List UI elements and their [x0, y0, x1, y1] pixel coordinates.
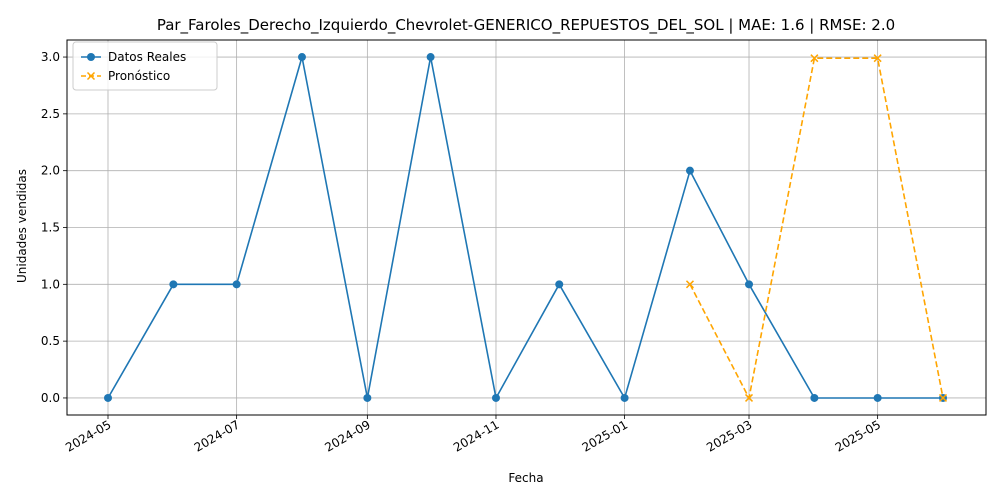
y-tick-label: 2.0 [41, 164, 60, 178]
data-point-datos-reales [297, 53, 306, 62]
legend-marker-pronostico [86, 71, 96, 81]
legend-label-pronostico: Pronóstico [108, 69, 170, 83]
series-layer [104, 53, 948, 402]
data-point-datos-reales [555, 280, 564, 289]
y-tick-label: 2.5 [41, 107, 60, 121]
data-point-datos-reales [426, 53, 435, 62]
data-point-pronostico [873, 54, 882, 63]
data-point-datos-reales [491, 393, 500, 402]
y-axis: 0.0 0.5 1.0 1.5 2.0 2.5 3.0 [41, 50, 67, 405]
legend-box [72, 41, 218, 91]
y-tick-label: 1.0 [41, 277, 60, 291]
series-line-pronostico [689, 57, 944, 399]
data-point-datos-reales [169, 280, 178, 289]
y-tick-label: 3.0 [41, 50, 60, 64]
x-axis-label: Fecha [508, 471, 543, 485]
y-axis-label: Unidades vendidas [15, 169, 29, 283]
chart-title: Par_Faroles_Derecho_Izquierdo_Chevrolet-… [157, 16, 895, 35]
series-line-datos-reales [107, 56, 943, 399]
y-tick-label: 0.0 [41, 391, 60, 405]
data-point-pronostico [938, 393, 948, 402]
legend-label-reales: Datos Reales [108, 50, 186, 64]
data-point-datos-reales [873, 393, 882, 402]
legend-marker-reales [87, 53, 95, 61]
legend: Datos Reales Pronóstico [72, 41, 218, 91]
data-point-datos-reales [810, 393, 819, 402]
data-point-datos-reales [363, 393, 372, 402]
data-point-datos-reales [620, 393, 629, 402]
data-point-datos-reales [104, 393, 112, 402]
data-point-datos-reales [232, 280, 241, 289]
data-point-datos-reales [685, 166, 694, 175]
data-point-datos-reales [745, 280, 754, 289]
data-point-pronostico [744, 393, 754, 402]
y-tick-label: 0.5 [41, 334, 60, 348]
data-point-pronostico [685, 280, 695, 289]
y-tick-label: 1.5 [41, 221, 60, 235]
data-point-pronostico [810, 54, 819, 63]
